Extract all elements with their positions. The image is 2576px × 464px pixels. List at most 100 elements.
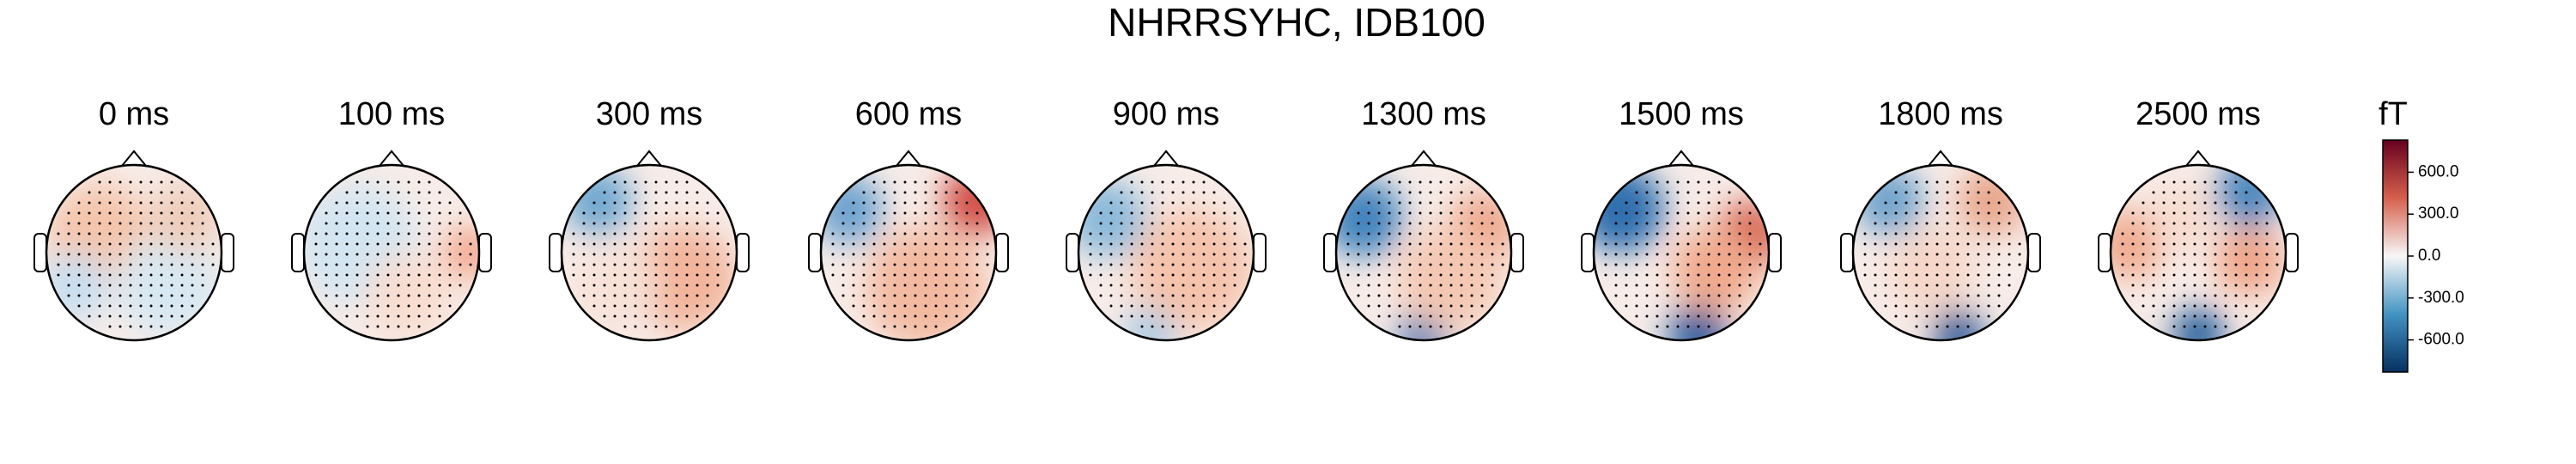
sensor	[1099, 211, 1103, 215]
sensor	[1233, 232, 1236, 235]
sensor	[1460, 222, 1463, 225]
sensor	[1977, 304, 1980, 308]
sensor	[1202, 232, 1206, 235]
sensor	[397, 314, 400, 318]
sensor	[1388, 253, 1391, 256]
sensor	[1491, 222, 1494, 225]
sensor	[469, 242, 472, 246]
sensor	[1212, 242, 1216, 246]
sensor	[325, 284, 328, 287]
field-blobs	[1078, 180, 1252, 340]
sensor	[2214, 314, 2217, 318]
sensor	[1491, 263, 1494, 266]
sensor	[1915, 242, 1918, 246]
sensor	[1997, 284, 2001, 287]
sensor	[945, 180, 948, 184]
sensor	[1748, 273, 1752, 277]
sensor	[160, 180, 163, 184]
sensor	[1604, 263, 1607, 266]
sensor	[1676, 325, 1680, 328]
sensor	[149, 284, 153, 287]
sensor	[1676, 201, 1680, 205]
sensor	[1666, 294, 1669, 297]
sensor	[1884, 232, 1887, 235]
sensor	[1635, 253, 1638, 256]
sensor	[955, 294, 958, 297]
sensor	[1956, 314, 1959, 318]
sensor	[2162, 263, 2166, 266]
sensor	[139, 232, 143, 235]
sensor	[118, 242, 122, 246]
sensor	[1439, 273, 1443, 277]
sensor	[2193, 314, 2196, 318]
sensor	[975, 253, 979, 256]
sensor	[1666, 263, 1669, 266]
sensor	[914, 304, 917, 308]
sensor	[108, 273, 112, 277]
sensor	[397, 242, 400, 246]
sensor	[1874, 242, 1877, 246]
topomap	[808, 150, 1009, 342]
sensor	[1905, 314, 1908, 318]
sensor	[314, 263, 318, 266]
sensor	[1956, 263, 1959, 266]
sensor	[2203, 263, 2207, 266]
sensor	[191, 294, 194, 297]
sensor	[1161, 222, 1164, 225]
sensor	[2255, 273, 2258, 277]
sensor	[118, 232, 122, 235]
sensor	[1171, 201, 1175, 205]
sensor	[459, 273, 462, 277]
sensor	[685, 273, 689, 277]
sensor	[1884, 222, 1887, 225]
sensor	[1905, 211, 1908, 215]
sensor	[1233, 263, 1236, 266]
sensor	[1884, 304, 1887, 308]
sensor	[903, 253, 907, 256]
sensor	[355, 314, 359, 318]
sensor	[67, 284, 70, 287]
sensor	[2172, 211, 2176, 215]
sensor	[77, 294, 81, 297]
sensor	[623, 263, 627, 266]
head-outline	[1851, 163, 2030, 342]
sensor	[1977, 253, 1980, 256]
sensor	[129, 191, 132, 194]
sensor	[1367, 304, 1370, 308]
sensor	[955, 284, 958, 287]
sensor	[2152, 222, 2155, 225]
sensor	[1645, 222, 1649, 225]
sensor	[1419, 201, 1422, 205]
sensor	[149, 222, 153, 225]
sensor	[706, 201, 709, 205]
sensor	[1894, 284, 1898, 287]
sensor	[191, 232, 194, 235]
sensor	[139, 314, 143, 318]
sensor	[1666, 211, 1669, 215]
sensor	[945, 232, 948, 235]
sensor	[1748, 222, 1752, 225]
sensor	[1109, 253, 1113, 256]
sensor	[1377, 314, 1381, 318]
sensor	[160, 242, 163, 246]
sensor	[1120, 211, 1123, 215]
sensor	[366, 191, 369, 194]
sensor	[1429, 242, 1432, 246]
sensor	[1656, 201, 1659, 205]
sensor	[1966, 211, 1970, 215]
sensor	[1966, 222, 1970, 225]
sensor	[1151, 263, 1154, 266]
sensor	[903, 191, 907, 194]
sensor	[1089, 232, 1092, 235]
sensor	[1707, 314, 1710, 318]
sensor	[1935, 211, 1939, 215]
sensor	[1109, 211, 1113, 215]
sensor	[1377, 211, 1381, 215]
field	[1078, 165, 1254, 340]
sensor	[1874, 263, 1877, 266]
sensor	[623, 304, 627, 308]
sensor	[1666, 201, 1669, 205]
sensor	[2162, 253, 2166, 256]
sensor	[603, 253, 606, 256]
sensor	[1686, 304, 1690, 308]
